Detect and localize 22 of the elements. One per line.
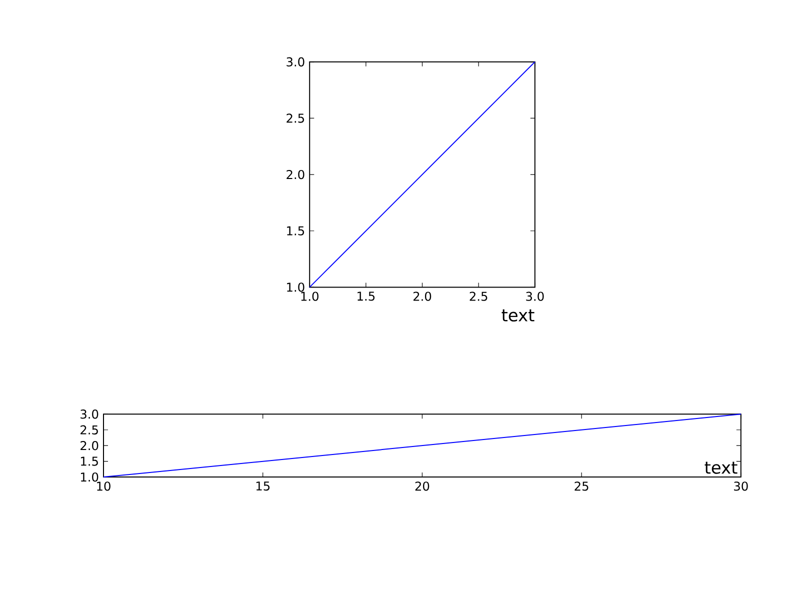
x-tick-label: 30 bbox=[734, 482, 748, 491]
x-tick-label: 25 bbox=[574, 482, 588, 491]
y-tick-label: 2.0 bbox=[80, 441, 98, 450]
y-tick-label: 1.0 bbox=[287, 282, 304, 292]
x-tick-label: 1.0 bbox=[301, 292, 318, 301]
x-tick-label: 15 bbox=[256, 482, 270, 491]
x-tick-label: 3.0 bbox=[526, 292, 544, 301]
y-tick-label: 3.0 bbox=[286, 57, 304, 66]
x-tick-label: 1.5 bbox=[358, 292, 375, 301]
y-tick-label: 1.5 bbox=[80, 456, 98, 466]
y-tick-label: 2.5 bbox=[286, 114, 304, 123]
y-tick-label: 2.5 bbox=[80, 425, 98, 434]
y-tick-label: 1.0 bbox=[80, 472, 98, 482]
x-tick-label: 10 bbox=[97, 482, 110, 491]
x-tick-label: 20 bbox=[415, 482, 430, 491]
y-tick-label: 2.0 bbox=[286, 170, 304, 180]
annotation: text bbox=[704, 462, 738, 474]
x-tick-label: 2.5 bbox=[470, 292, 488, 301]
x-tick-label: 2.0 bbox=[413, 292, 432, 301]
text: text bbox=[502, 309, 534, 322]
y-tick-label: 1.5 bbox=[287, 226, 304, 236]
y-tick-label: 3.0 bbox=[80, 410, 98, 419]
